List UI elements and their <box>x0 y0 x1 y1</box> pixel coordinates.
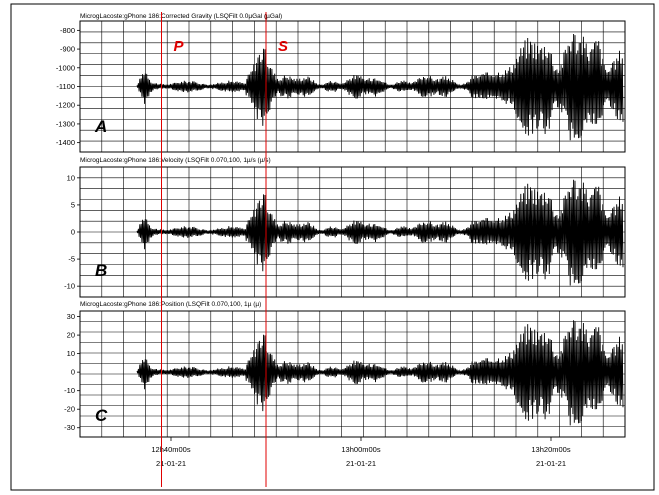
time-axis: 12h40m00s 21-01-21 13h00m00s 21-01-21 13h20m… <box>151 437 571 468</box>
grid <box>80 311 625 437</box>
x-tick-date: 21-01-21 <box>346 459 376 468</box>
phase-marker-label-s: S <box>278 38 288 55</box>
panel-label: B <box>95 261 107 280</box>
y-tick-label: 30 <box>67 312 75 321</box>
y-tick-label: 10 <box>67 349 75 358</box>
x-tick-date: 21-01-21 <box>536 459 566 468</box>
x-tick-time: 13h00m00s <box>341 445 380 454</box>
y-tick-label: -5 <box>68 255 75 264</box>
y-tick-label: -1300 <box>56 119 75 128</box>
y-tick-label: -1000 <box>56 63 75 72</box>
x-tick-time: 12h40m00s <box>151 445 190 454</box>
y-tick-label: -10 <box>64 386 75 395</box>
y-axis: 10 5 0 -5 -10 <box>64 173 80 291</box>
panel-title: MicrogLacoste:gPhone 186:Corrected Gravi… <box>80 13 282 20</box>
y-tick-label: 0 <box>71 228 75 237</box>
y-tick-label: -900 <box>60 45 75 54</box>
y-tick-label: -1100 <box>56 82 75 91</box>
panel-title: MicrogLacoste:gPhone 186:Velocity (LSQFi… <box>80 157 271 164</box>
y-tick-label: 20 <box>67 331 75 340</box>
panel-label: A <box>94 117 107 136</box>
y-tick-label: -1400 <box>56 138 75 147</box>
y-tick-label: -800 <box>60 26 75 35</box>
y-tick-label: 5 <box>71 200 75 209</box>
phase-marker-label-p: P <box>174 38 185 55</box>
y-tick-label: -1200 <box>56 101 75 110</box>
waveform-series <box>136 33 624 141</box>
panel-c: MicrogLacoste:gPhone 186:Position (LSQFi… <box>64 301 626 438</box>
panel-a: MicrogLacoste:gPhone 186:Corrected Gravi… <box>56 13 626 153</box>
panel-title: MicrogLacoste:gPhone 186:Position (LSQFi… <box>80 301 261 308</box>
waveform-series <box>136 179 624 286</box>
panel-label: C <box>95 406 108 425</box>
y-axis: -800 -900 -1000 -1100 -1200 -1300 -1400 <box>56 26 80 147</box>
y-tick-label: 10 <box>67 173 75 182</box>
x-tick-time: 13h20m00s <box>531 445 570 454</box>
y-tick-label: -10 <box>64 282 75 291</box>
panel-b: MicrogLacoste:gPhone 186:Velocity (LSQFi… <box>64 157 626 298</box>
y-tick-label: 0 <box>71 368 75 377</box>
x-tick-date: 21-01-21 <box>156 459 186 468</box>
y-tick-label: -20 <box>64 405 75 414</box>
y-tick-label: -30 <box>64 423 75 432</box>
y-axis: 30 20 10 0 -10 -20 -30 <box>64 312 80 432</box>
waveform-series <box>136 320 624 426</box>
